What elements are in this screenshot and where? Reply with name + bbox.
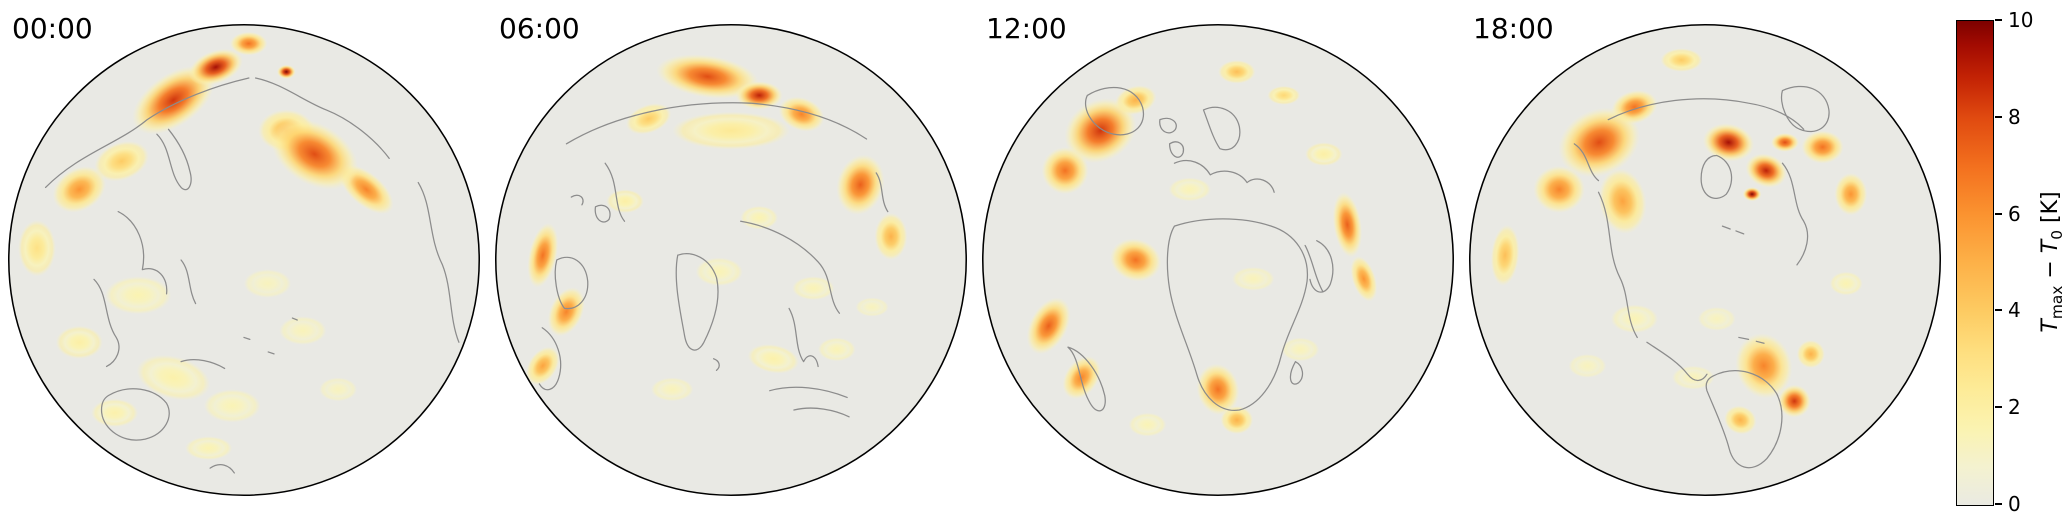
colorbar: Tmax − T0 [K] 0 2 4 6 8 10	[1948, 0, 2067, 524]
globe-map-asia	[495, 24, 967, 496]
colorbar-label-minus: −	[2037, 253, 2063, 286]
colorbar-tickmark	[1995, 212, 2002, 215]
globe-map-europe-africa	[982, 24, 1454, 496]
panel-time-label: 00:00	[12, 12, 93, 45]
globe-map-pacific	[8, 24, 480, 496]
heat-blobs	[18, 31, 394, 460]
colorbar-ticklabel: 4	[2008, 298, 2021, 323]
colorbar-tickmark	[1995, 309, 2002, 312]
colorbar-ticklabel: 6	[2008, 201, 2021, 226]
colorbar-tickmark	[1995, 115, 2002, 118]
globe-panel-europe-africa: 12:00	[974, 0, 1461, 524]
globe-map-americas	[1469, 24, 1941, 496]
globe-ocean	[8, 24, 480, 496]
heat-blobs	[1026, 60, 1378, 437]
globe-outline	[8, 24, 480, 496]
panel-time-label: 18:00	[1473, 12, 1554, 45]
globe-outline	[1469, 24, 1941, 496]
colorbar-ticklabel: 2	[2008, 395, 2021, 420]
colorbar-label-t2: T	[2037, 239, 2063, 254]
globe-ocean	[1469, 24, 1941, 496]
colorbar-gradient	[1956, 20, 1994, 506]
colorbar-ticklabel: 8	[2008, 104, 2021, 129]
heat-blobs	[526, 54, 908, 402]
globe-panels: 00:00 06:00 12:00 18:00	[0, 0, 1948, 524]
colorbar-ticklabel: 0	[2008, 492, 2021, 516]
colorbar-tickmark	[1995, 406, 2002, 409]
panel-time-label: 12:00	[986, 12, 1067, 45]
globe-ocean	[982, 24, 1454, 496]
panel-time-label: 06:00	[499, 12, 580, 45]
globe-panel-pacific: 00:00	[0, 0, 487, 524]
globe-panel-americas: 18:00	[1461, 0, 1948, 524]
colorbar-ticklabel: 10	[2008, 8, 2034, 32]
colorbar-label-t1: T	[2037, 319, 2063, 333]
coastlines	[538, 102, 889, 418]
coastlines	[44, 77, 460, 474]
colorbar-label: Tmax − T0 [K]	[2038, 191, 2066, 332]
coastlines	[1067, 87, 1334, 412]
globe-panel-asia: 06:00	[487, 0, 974, 524]
heat-blobs	[1490, 48, 1868, 435]
globe-outline	[982, 24, 1454, 496]
coastlines	[1573, 85, 1830, 469]
colorbar-label-sub1: max	[2048, 285, 2067, 320]
colorbar-label-sub2: 0	[2048, 229, 2067, 240]
globe-outline	[495, 24, 967, 496]
colorbar-label-unit: [K]	[2037, 191, 2063, 230]
colorbar-tickmark	[1995, 503, 2002, 505]
colorbar-tickmark	[1995, 19, 2002, 21]
